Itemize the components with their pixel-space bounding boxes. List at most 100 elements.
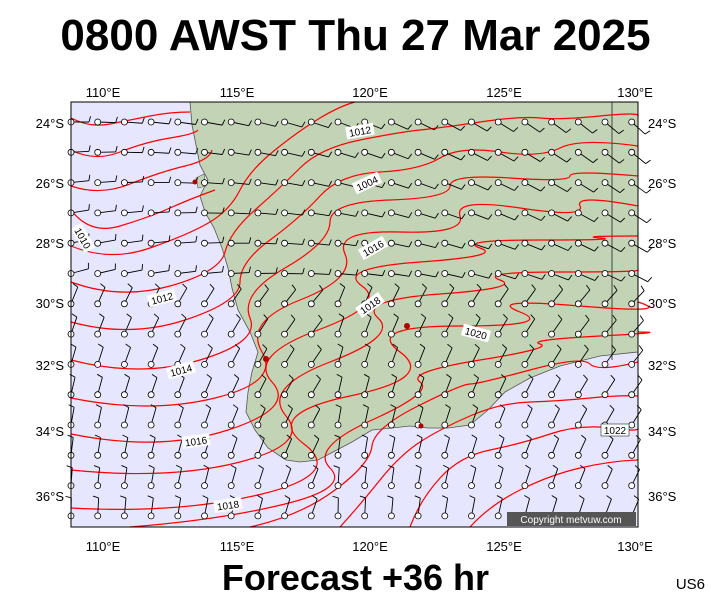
isobar-line <box>129 331 651 528</box>
wind-barb <box>414 434 423 459</box>
wind-barb <box>628 270 653 283</box>
wind-barb <box>494 118 519 132</box>
wind-barb <box>414 283 427 308</box>
wind-barb <box>147 404 157 429</box>
wind-barb <box>387 179 413 189</box>
wind-barb <box>468 464 477 490</box>
wind-barb <box>307 374 321 399</box>
wind-barb <box>281 314 296 338</box>
wind-barb <box>281 148 306 157</box>
wind-barb <box>628 148 651 164</box>
wind-barb <box>307 464 319 490</box>
svg-text:32°S: 32°S <box>36 358 65 373</box>
isobar-line <box>469 459 639 528</box>
wind-barb <box>307 284 324 308</box>
isobar-line <box>70 189 216 229</box>
wind-barb <box>548 404 560 429</box>
wind-barb <box>494 179 519 191</box>
wind-barb <box>334 373 343 399</box>
wind-barb <box>468 148 492 161</box>
wind-barb <box>441 434 450 459</box>
wind-barb <box>494 284 509 308</box>
wind-barb <box>387 373 398 399</box>
wind-barb <box>147 147 172 156</box>
wind-barb <box>601 270 626 282</box>
wind-barb <box>494 314 508 338</box>
wind-barb <box>494 344 508 368</box>
wind-barb <box>387 118 412 130</box>
wind-barb <box>414 464 422 490</box>
wind-barb <box>574 374 588 399</box>
wind-barb <box>147 313 160 338</box>
wind-barb <box>361 269 386 277</box>
wind-barb <box>334 434 342 459</box>
wind-barb <box>254 148 279 157</box>
wind-barb <box>334 404 342 429</box>
wind-barb <box>548 434 560 459</box>
wind-barb <box>334 148 359 158</box>
wind-barb <box>147 235 171 247</box>
wind-barb <box>174 404 184 429</box>
wind-barb <box>227 344 241 368</box>
wind-barb <box>441 270 466 278</box>
svg-text:120°E: 120°E <box>352 85 388 100</box>
wind-barb <box>227 374 240 399</box>
wind-barb <box>360 465 369 490</box>
wind-barb <box>441 209 466 220</box>
isobar-line <box>70 141 639 331</box>
wind-barb <box>254 374 267 399</box>
svg-text:110°E: 110°E <box>86 539 121 554</box>
wind-barb <box>121 146 145 156</box>
wind-barb <box>574 314 590 338</box>
wind-barb <box>548 179 572 192</box>
wind-barb <box>601 239 626 253</box>
wind-barb <box>334 343 344 368</box>
wind-barb <box>281 464 292 490</box>
wind-barb <box>414 209 439 219</box>
wind-barb <box>92 495 102 520</box>
wind-barb <box>147 464 155 490</box>
wind-barb <box>201 374 212 399</box>
wind-barb <box>254 495 263 520</box>
wind-barb <box>494 404 506 429</box>
wind-barb <box>281 267 305 277</box>
lon-ticks-top: 110°E 115°E 120°E 125°E 130°E <box>86 85 653 100</box>
wind-barb <box>387 434 396 459</box>
wind-barb <box>387 283 400 308</box>
wind-barb <box>334 313 345 338</box>
wind-barb <box>628 239 652 253</box>
wind-barb <box>227 118 252 127</box>
wind-barb <box>121 117 145 126</box>
wind-barb <box>601 434 614 459</box>
svg-text:1012: 1012 <box>348 125 372 140</box>
wind-barb <box>468 343 480 368</box>
wind-barb <box>574 179 599 193</box>
wind-barb <box>521 344 535 368</box>
wind-barb <box>441 239 466 249</box>
wind-barb <box>468 118 492 132</box>
wind-barb <box>468 239 493 250</box>
wind-barb <box>548 209 572 222</box>
wind-barb <box>174 265 197 277</box>
wind-barb <box>227 207 252 217</box>
wind-barb <box>468 434 478 459</box>
isobar-line <box>70 199 639 407</box>
wind-barb <box>174 464 182 490</box>
wind-barb <box>121 283 133 308</box>
wind-barb <box>601 374 616 399</box>
wind-barb <box>574 284 591 308</box>
wind-barb <box>307 434 320 459</box>
wind-barb <box>201 207 225 217</box>
isobars <box>70 101 651 528</box>
wind-barb <box>333 465 342 490</box>
wind-barb <box>494 464 504 490</box>
svg-text:115°E: 115°E <box>220 539 255 554</box>
wind-barb <box>281 284 297 308</box>
forecast-label: Forecast +36 hr <box>221 557 490 598</box>
wind-barb <box>361 148 386 159</box>
wind-barb <box>94 313 105 338</box>
wind-barb <box>227 178 252 187</box>
wind-barb <box>548 148 572 163</box>
svg-text:Copyright metvuw.com: Copyright metvuw.com <box>520 515 621 526</box>
